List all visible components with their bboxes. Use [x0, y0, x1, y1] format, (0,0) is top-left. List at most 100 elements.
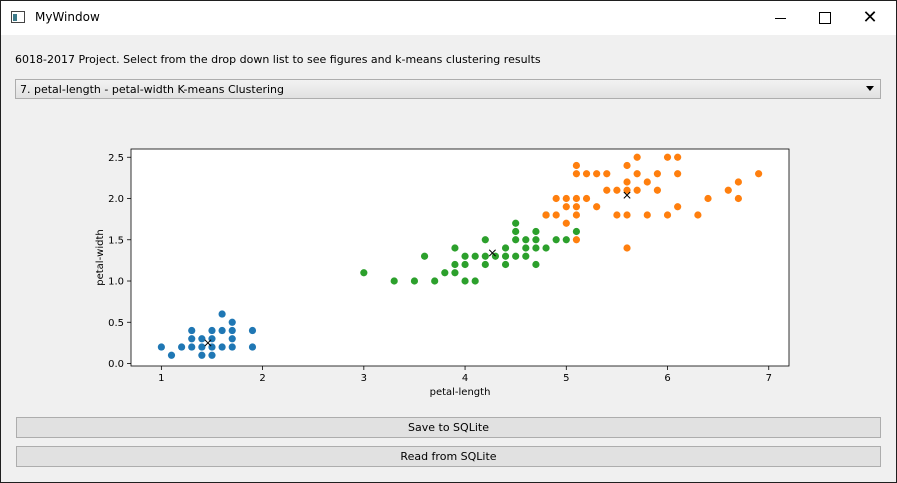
data-point: [572, 203, 581, 211]
data-point: [613, 186, 621, 194]
data-point: [572, 170, 581, 178]
data-point: [481, 260, 489, 269]
minimize-icon: [774, 17, 786, 19]
y-tick-label: 0.0: [108, 359, 124, 370]
data-point: [552, 211, 560, 219]
data-point: [512, 252, 520, 260]
data-point: [198, 351, 206, 359]
data-point: [704, 194, 712, 203]
data-point: [582, 194, 591, 203]
data-point: [198, 343, 206, 351]
x-tick-label: 3: [361, 373, 367, 384]
title-bar: MyWindow ✕: [1, 1, 896, 35]
data-point: [461, 252, 469, 260]
data-point: [613, 211, 621, 219]
data-point: [431, 277, 439, 285]
data-point: [481, 236, 489, 244]
data-point: [157, 343, 165, 351]
data-point: [582, 170, 591, 178]
app-window-icon: [11, 11, 25, 23]
minimize-button[interactable]: [757, 1, 803, 35]
data-point: [218, 326, 226, 335]
data-point: [501, 260, 510, 269]
y-tick-label: 1.0: [108, 277, 124, 288]
data-point: [653, 170, 662, 178]
data-point: [248, 326, 257, 335]
data-point: [481, 252, 489, 260]
data-point: [562, 236, 570, 244]
x-tick-label: 4: [462, 373, 468, 384]
data-point: [674, 170, 682, 178]
data-point: [643, 178, 651, 186]
data-point: [593, 170, 601, 178]
data-point: [420, 252, 429, 260]
data-point: [228, 335, 236, 343]
data-point: [410, 277, 419, 285]
data-point: [198, 335, 206, 343]
data-point: [501, 252, 510, 260]
data-point: [512, 227, 520, 236]
scatter-chart: 1 2 3 4 5 6 7 0.0 0.5 1.0 1.5 2.0 2.5 petal-length pet…: [61, 121, 841, 401]
data-point: [542, 211, 550, 219]
data-point: [501, 244, 510, 252]
x-tick-label: 7: [766, 373, 772, 384]
data-point: [360, 269, 368, 277]
x-tick-label: 5: [563, 373, 569, 384]
maximize-icon: [819, 12, 831, 24]
data-point: [188, 326, 196, 335]
data-point: [552, 194, 560, 203]
data-point: [623, 211, 631, 219]
x-tick-label: 2: [259, 373, 265, 384]
data-point: [552, 236, 560, 244]
data-point: [572, 236, 581, 244]
data-point: [228, 326, 236, 335]
data-point: [562, 194, 570, 203]
data-point: [451, 244, 459, 252]
data-point: [755, 170, 763, 178]
figure-select-dropdown[interactable]: 7. petal-length - petal-width K-means Cl…: [15, 79, 881, 99]
save-to-sqlite-button[interactable]: Save to SQLite: [16, 417, 881, 438]
y-tick-label: 0.5: [108, 318, 124, 329]
data-point: [532, 244, 540, 252]
centroid-marker: [488, 249, 496, 257]
data-point: [522, 236, 530, 244]
data-point: [724, 186, 732, 194]
data-point: [623, 161, 631, 170]
window-title: MyWindow: [35, 10, 100, 24]
data-point: [562, 203, 570, 211]
data-point: [572, 161, 581, 170]
data-point: [461, 260, 469, 269]
data-point: [512, 236, 520, 244]
data-point: [572, 227, 581, 236]
data-point: [653, 186, 662, 194]
data-point: [178, 343, 186, 351]
close-button[interactable]: ✕: [847, 1, 893, 35]
x-axis-label: petal-length: [430, 387, 491, 398]
data-point: [532, 227, 540, 236]
data-point: [461, 277, 469, 285]
maximize-button[interactable]: [802, 1, 848, 35]
read-from-sqlite-button[interactable]: Read from SQLite: [16, 446, 881, 467]
data-point: [218, 310, 226, 318]
data-point: [228, 343, 236, 351]
data-point: [603, 186, 611, 194]
data-point: [593, 203, 601, 211]
instruction-label: 6018-2017 Project. Select from the drop …: [15, 53, 541, 66]
data-point: [441, 269, 449, 277]
data-point: [572, 211, 581, 219]
data-point: [694, 211, 702, 219]
data-point: [623, 244, 631, 252]
data-point: [562, 219, 570, 227]
data-point: [208, 326, 216, 335]
data-point: [623, 186, 631, 194]
data-point: [451, 260, 459, 269]
data-point: [674, 203, 682, 211]
centroid-marker: [204, 339, 212, 347]
data-point: [603, 170, 611, 178]
data-point: [623, 178, 631, 186]
close-icon: ✕: [862, 7, 878, 28]
data-point: [532, 236, 540, 244]
data-point: [542, 244, 550, 252]
chevron-down-icon: [866, 86, 874, 91]
